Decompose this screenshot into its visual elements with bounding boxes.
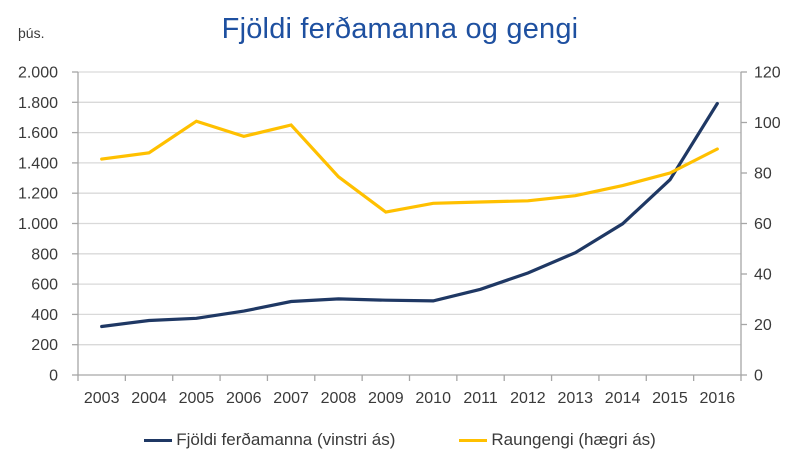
right-axis-label: 100 xyxy=(754,115,781,132)
x-axis-label: 2011 xyxy=(463,390,498,407)
right-axis-label: 120 xyxy=(754,65,781,82)
left-axis-label: 1.200 xyxy=(18,186,58,203)
left-axis-label: 800 xyxy=(31,246,58,263)
left-axis-label: 200 xyxy=(31,337,58,354)
legend-item-0: Fjöldi ferðamanna (vinstri ás) xyxy=(144,430,395,450)
series-line-1 xyxy=(100,119,719,214)
chart-plot-svg: 02004006008001.0001.2001.4001.6001.8002.… xyxy=(18,65,781,408)
x-axis-label: 2014 xyxy=(605,390,641,407)
chart-title: Fjöldi ferðamanna og gengi xyxy=(221,13,579,45)
x-axis-label: 2005 xyxy=(179,390,215,407)
legend-swatch-1 xyxy=(459,438,488,442)
series-line-0 xyxy=(100,101,719,329)
legend-item-1: Raungengi (hægri ás) xyxy=(459,430,656,450)
right-axis-label: 60 xyxy=(754,216,772,233)
legend-label-1: Raungengi (hægri ás) xyxy=(491,430,656,449)
right-axis-label: 20 xyxy=(754,317,772,334)
left-axis-label: 1.400 xyxy=(18,155,58,172)
x-axis-label: 2015 xyxy=(652,390,688,407)
right-axis-label: 80 xyxy=(754,166,772,183)
left-axis-unit-label: þús. xyxy=(18,25,45,41)
chart-legend: Fjöldi ferðamanna (vinstri ás) Raungengi … xyxy=(0,426,800,454)
right-axis-label: 40 xyxy=(754,267,772,284)
left-axis-label: 1.800 xyxy=(18,95,58,112)
legend-label-0: Fjöldi ferðamanna (vinstri ás) xyxy=(176,430,396,449)
x-axis-label: 2007 xyxy=(273,390,309,407)
x-axis-label: 2008 xyxy=(321,390,357,407)
x-axis-label: 2003 xyxy=(84,390,120,407)
left-axis-label: 1.600 xyxy=(18,125,58,142)
x-axis-label: 2012 xyxy=(510,390,546,407)
x-axis-label: 2016 xyxy=(700,390,736,407)
x-axis-label: 2006 xyxy=(226,390,262,407)
left-axis-label: 600 xyxy=(31,277,58,294)
x-axis-label: 2013 xyxy=(557,390,593,407)
x-axis-label: 2009 xyxy=(368,390,404,407)
x-axis-label: 2004 xyxy=(131,390,167,407)
left-axis-label: 400 xyxy=(31,307,58,324)
left-axis-label: 1.000 xyxy=(18,216,58,233)
legend-swatch-0 xyxy=(144,438,173,442)
left-axis-label: 2.000 xyxy=(18,65,58,82)
right-axis-label: 0 xyxy=(754,368,763,385)
x-axis-label: 2010 xyxy=(415,390,451,407)
left-axis-label: 0 xyxy=(49,368,58,385)
